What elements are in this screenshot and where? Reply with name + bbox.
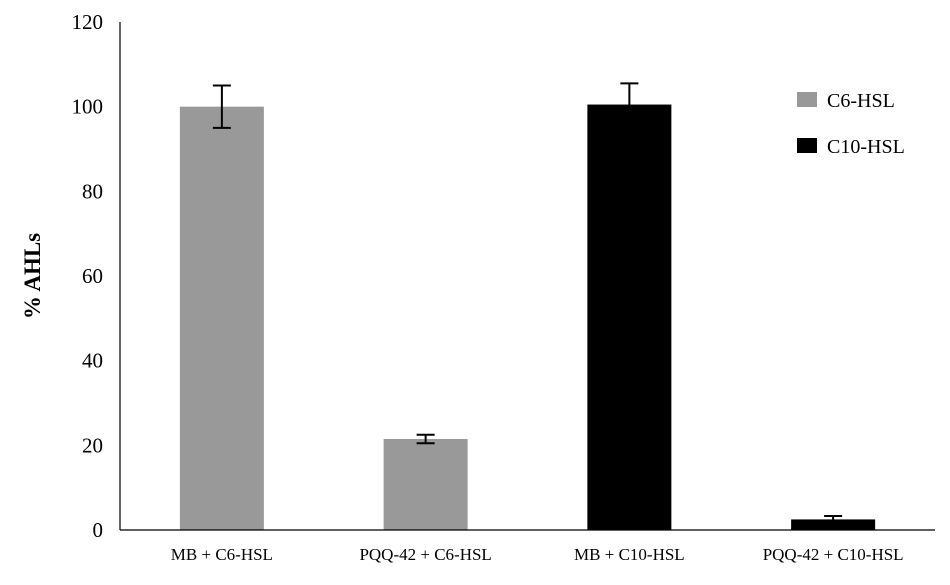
y-axis-label: % AHLs — [20, 233, 45, 319]
bar-pqq-42-c10-hsl — [791, 519, 876, 530]
error-bar-mb-c6-hsl — [212, 84, 231, 129]
bar-pqq-42-c6-hsl — [383, 438, 468, 530]
x-axis: MB + C6-HSL PQQ-42 + C6-HSL MB + C10-HSL PQ… — [120, 529, 935, 564]
y-tick-label: 20 — [82, 433, 103, 457]
x-tick-label: MB + C6-HSL — [171, 545, 273, 564]
y-tick-label: 100 — [72, 95, 104, 119]
legend-swatch — [797, 138, 817, 153]
y-tick-label: 80 — [82, 179, 103, 203]
legend-item-c10-hsl: C10-HSL — [797, 136, 905, 158]
bar-mb-c10-hsl — [587, 104, 672, 531]
legend-item-c6-hsl: C6-HSL — [797, 90, 895, 112]
y-tick-label: 60 — [82, 264, 103, 288]
legend-label: C10-HSL — [827, 136, 905, 158]
y-axis: 0 20 40 60 80 100 120 — [72, 10, 121, 542]
bar-mb-c6-hsl — [179, 106, 264, 531]
legend-swatch — [797, 92, 817, 107]
bars — [179, 82, 876, 531]
x-tick-label: PQQ-42 + C10-HSL — [763, 545, 904, 564]
error-bar-pqq-42-c6-hsl — [416, 433, 435, 445]
legend-label: C6-HSL — [827, 90, 895, 112]
legend: C6-HSL C10-HSL — [797, 90, 905, 158]
error-bar-pqq-42-c10-hsl — [824, 515, 843, 524]
x-tick-label: PQQ-42 + C6-HSL — [359, 545, 491, 564]
x-tick-label: MB + C10-HSL — [574, 545, 685, 564]
y-tick-label: 0 — [93, 518, 104, 542]
error-bar-mb-c10-hsl — [620, 82, 639, 127]
y-tick-label: 120 — [72, 10, 104, 34]
y-tick-label: 40 — [82, 349, 103, 373]
